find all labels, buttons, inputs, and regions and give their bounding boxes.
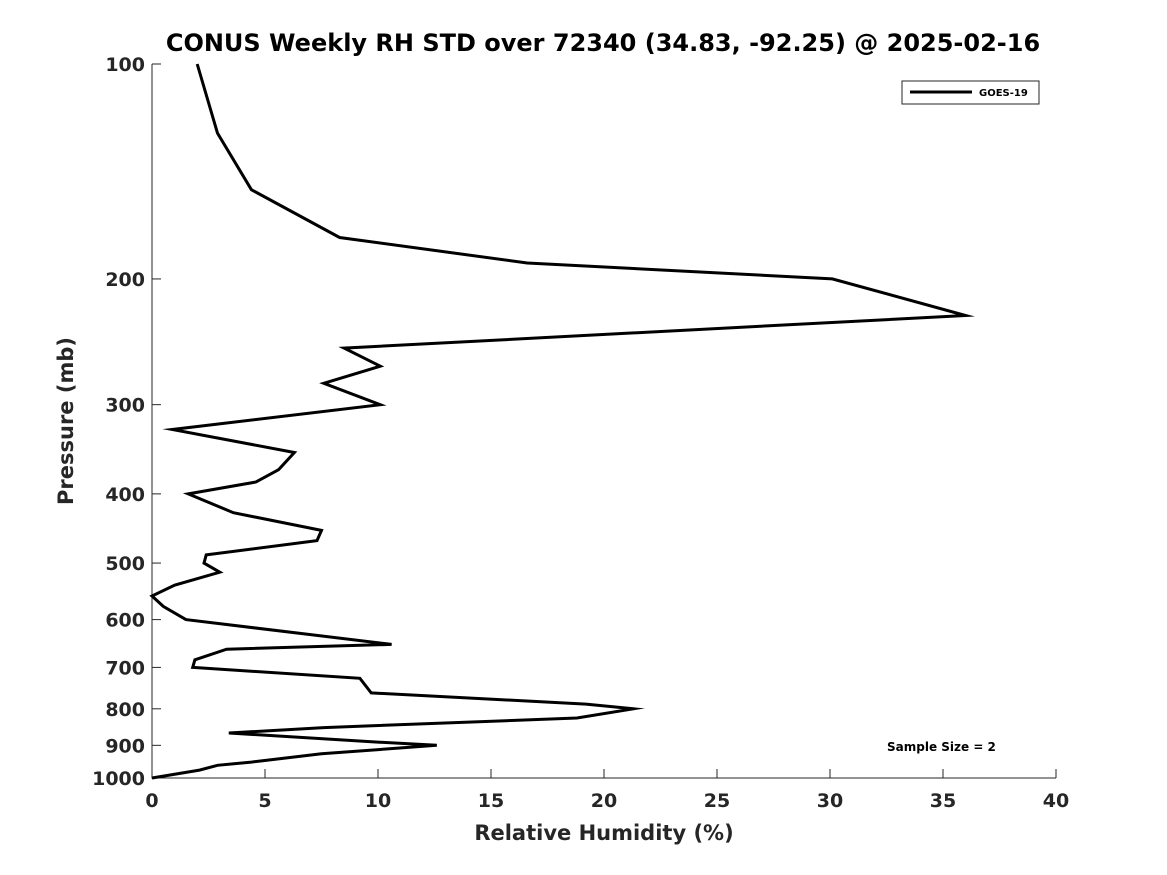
y-tick-label: 300 bbox=[105, 395, 145, 417]
x-tick-label: 25 bbox=[704, 790, 730, 812]
y-axis-ticks: 100 200 300 400 500 600 700 800 900 1000 bbox=[92, 54, 161, 790]
chart-title: CONUS Weekly RH STD over 72340 (34.83, -… bbox=[166, 29, 1040, 57]
y-tick-label: 100 bbox=[105, 54, 145, 76]
sample-size-annotation: Sample Size = 2 bbox=[887, 740, 996, 754]
plot-area: 100 200 300 400 500 600 700 800 900 1000 0 5 10 15 20… bbox=[92, 54, 1069, 812]
y-tick-label: 400 bbox=[105, 484, 145, 506]
y-tick-label: 1000 bbox=[92, 768, 145, 790]
y-tick-label: 900 bbox=[105, 735, 145, 757]
y-tick-label: 200 bbox=[105, 269, 145, 291]
y-tick-label: 600 bbox=[105, 610, 145, 632]
x-tick-label: 40 bbox=[1043, 790, 1069, 812]
x-tick-label: 0 bbox=[145, 790, 158, 812]
legend-series-label: GOES-19 bbox=[979, 88, 1028, 99]
x-tick-label: 20 bbox=[591, 790, 617, 812]
y-tick-label: 500 bbox=[105, 553, 145, 575]
x-tick-label: 5 bbox=[258, 790, 271, 812]
x-tick-label: 35 bbox=[930, 790, 956, 812]
x-tick-label: 10 bbox=[365, 790, 391, 812]
x-axis-label: Relative Humidity (%) bbox=[474, 821, 733, 845]
y-axis-label: Pressure (mb) bbox=[54, 337, 78, 505]
y-tick-label: 700 bbox=[105, 657, 145, 679]
y-tick-label: 800 bbox=[105, 699, 145, 721]
series-line bbox=[149, 63, 975, 780]
series-layer bbox=[149, 63, 975, 780]
x-tick-label: 30 bbox=[817, 790, 843, 812]
x-axis-ticks: 0 5 10 15 20 25 30 35 40 bbox=[145, 769, 1069, 812]
x-tick-label: 15 bbox=[478, 790, 504, 812]
legend: GOES-19 bbox=[901, 80, 1040, 105]
